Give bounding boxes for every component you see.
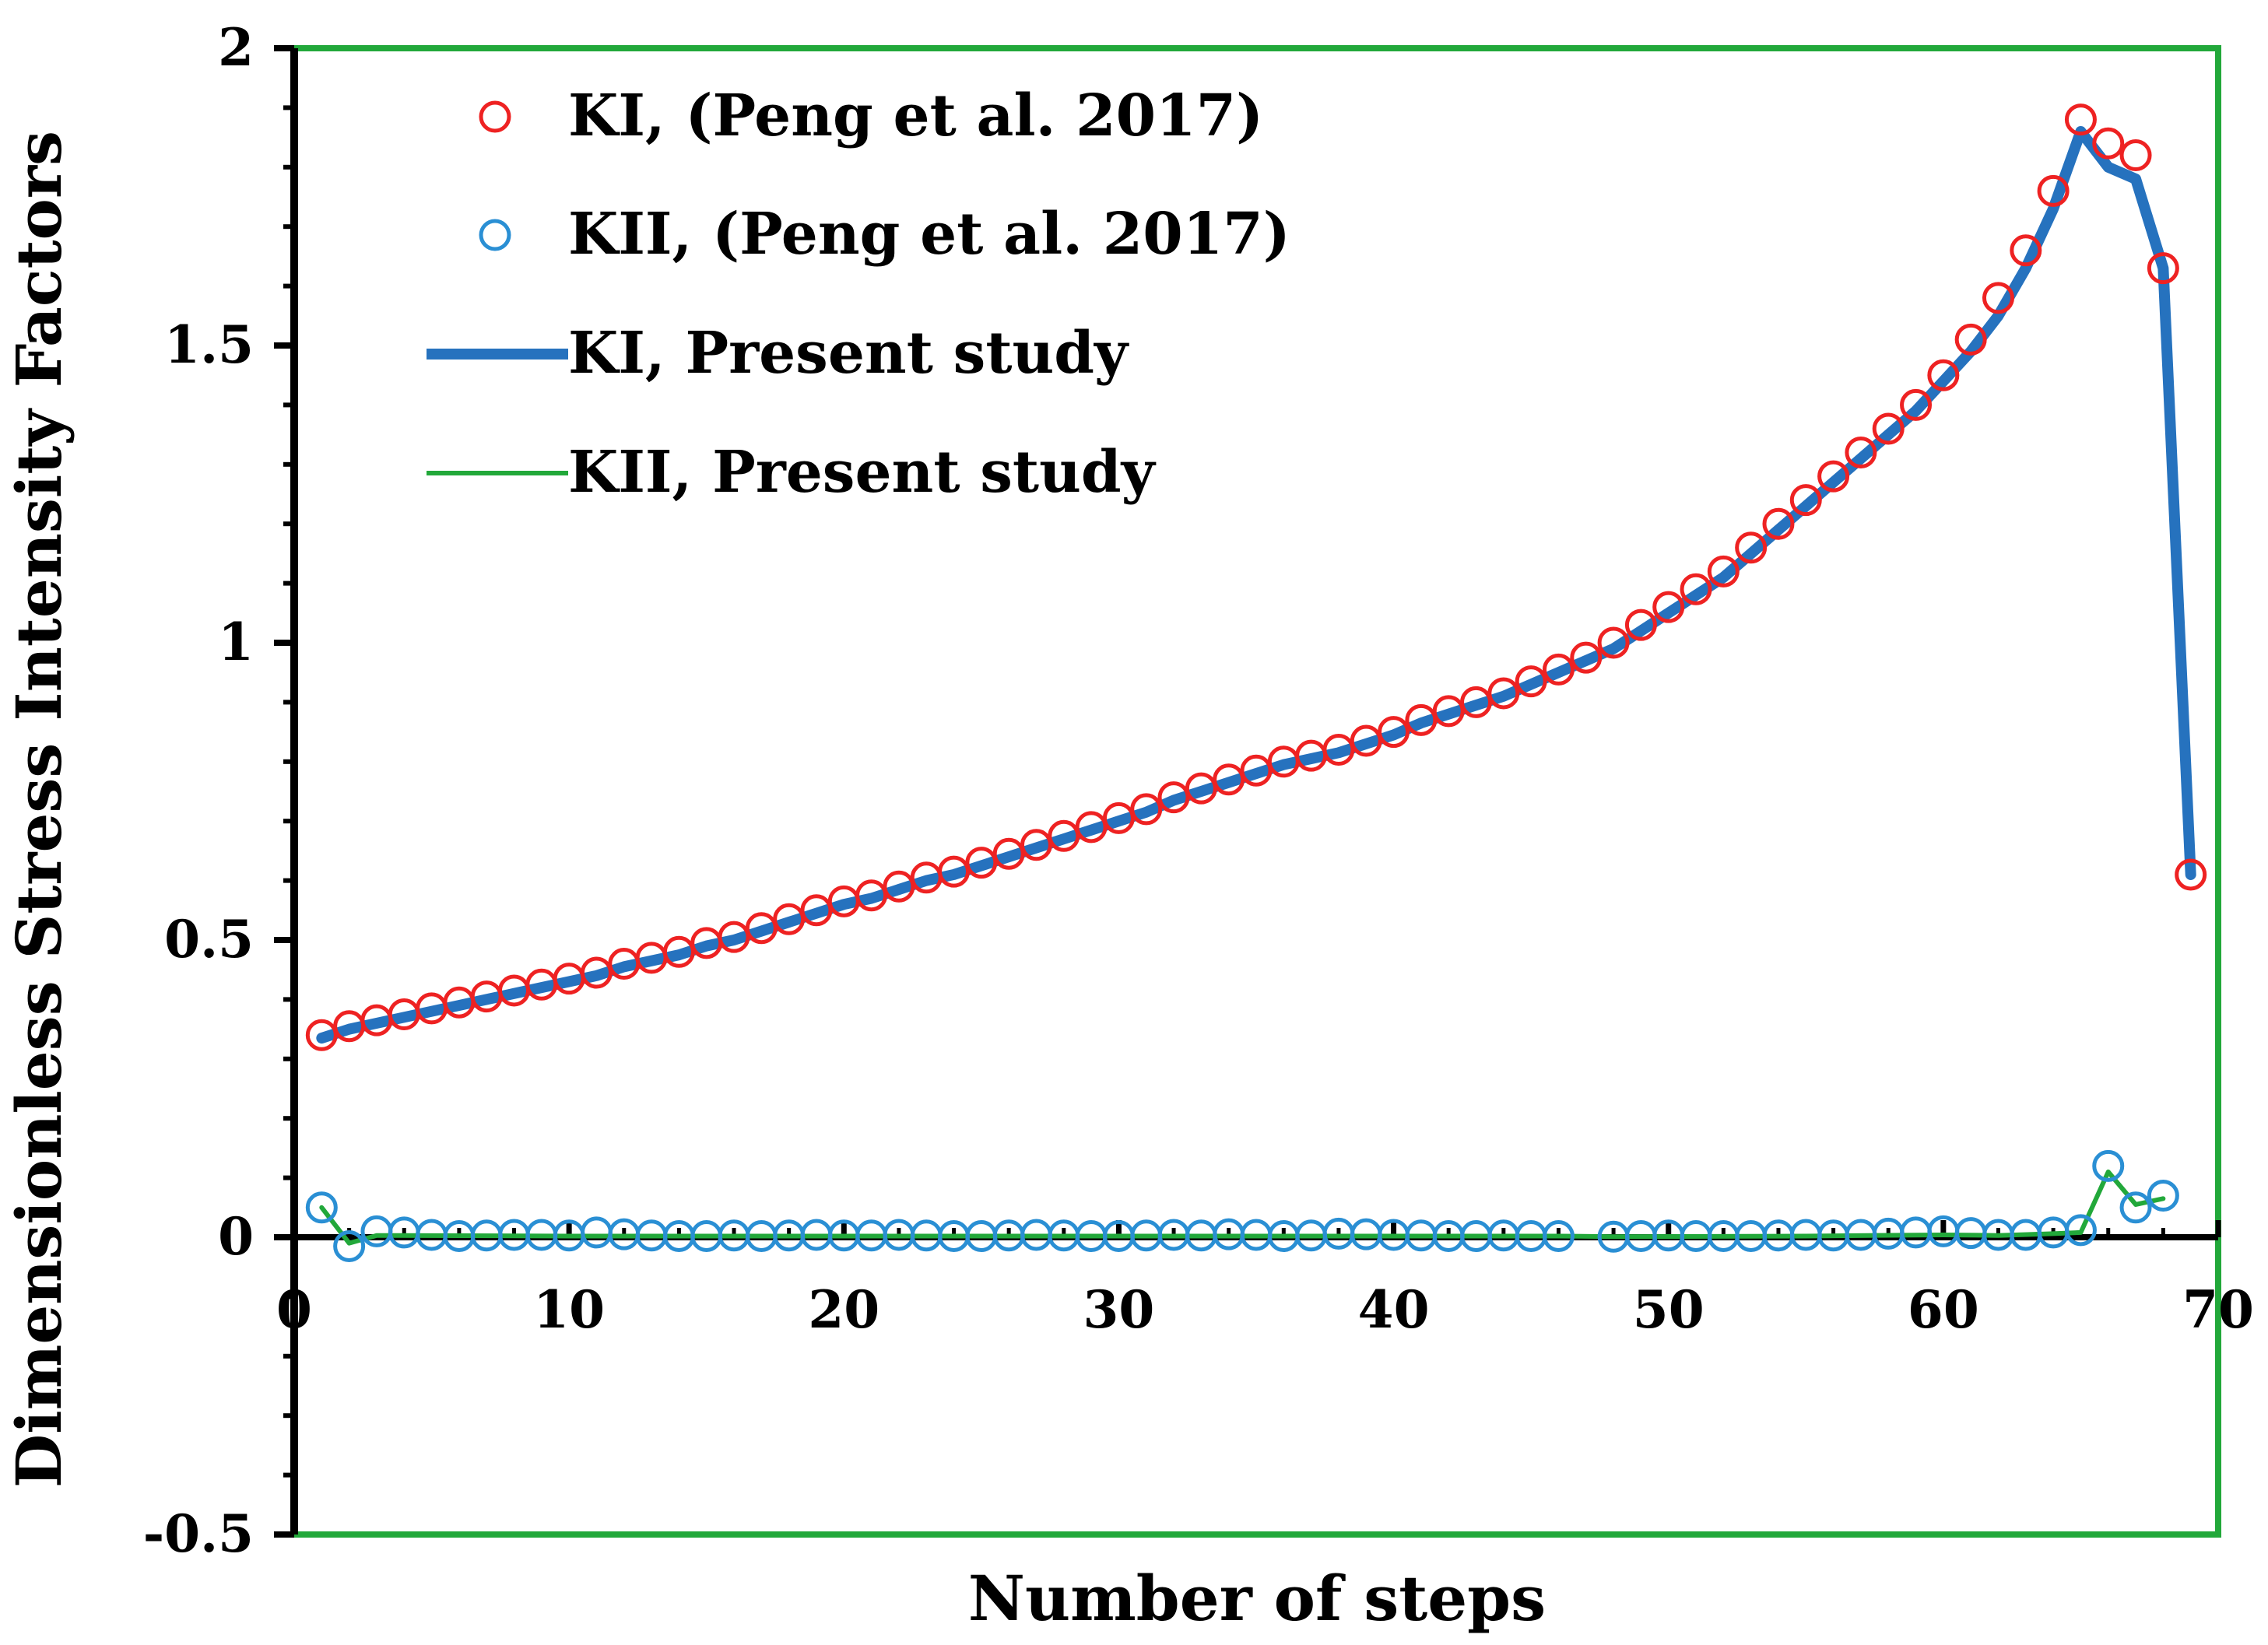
data-point [1075, 811, 1108, 844]
data-point [1762, 507, 1795, 540]
data-point [718, 921, 750, 953]
data-point [1680, 573, 1712, 605]
data-point [1102, 801, 1135, 834]
data-point [1322, 734, 1355, 766]
data-point [580, 956, 613, 989]
data-point [2147, 1180, 2179, 1212]
y-tick-label: 0.5 [164, 909, 254, 970]
data-point [1900, 388, 1933, 421]
legend-label-ki-present: KI, Present study [568, 320, 1129, 387]
data-point [1872, 412, 1905, 445]
data-point [1185, 772, 1217, 805]
data-point [773, 903, 806, 935]
series-layer [305, 103, 2207, 1262]
data-point [333, 1229, 366, 1262]
data-point [1789, 484, 1822, 517]
x-tick-label: 10 [533, 1279, 605, 1340]
series-line [319, 1169, 2166, 1246]
series-1 [305, 103, 2207, 1051]
data-point [745, 912, 778, 945]
legend-label-kii-present: KII, Present study [568, 439, 1157, 506]
x-tick-label: 60 [1908, 1279, 1979, 1340]
data-point [1460, 686, 1493, 718]
y-tick-label: 1 [218, 612, 254, 672]
data-point [1432, 695, 1465, 728]
data-point [965, 847, 998, 879]
data-point [1927, 359, 1960, 391]
y-tick-label: 1.5 [164, 314, 254, 375]
legend: KI, (Peng et al. 2017) KII, (Peng et al.… [427, 82, 1290, 506]
data-point [1020, 829, 1052, 861]
data-point [1570, 641, 1603, 674]
data-point [1515, 665, 1547, 698]
data-point [2119, 139, 2152, 172]
data-point [800, 894, 833, 927]
data-point [1707, 555, 1740, 588]
x-tick-label: 40 [1358, 1279, 1430, 1340]
data-point [580, 1216, 613, 1249]
series-line [316, 125, 2196, 1044]
data-point [883, 870, 915, 903]
x-tick-label: 50 [1633, 1279, 1705, 1340]
data-point [2037, 174, 2070, 207]
series-2 [305, 1149, 2179, 1262]
data-point [992, 837, 1025, 870]
series-4 [319, 1169, 2166, 1246]
x-tick-label: 70 [2182, 1279, 2254, 1340]
data-point [1542, 653, 1575, 686]
data-point [1652, 591, 1685, 623]
data-point [1982, 282, 2014, 314]
data-point [1048, 819, 1080, 852]
data-point [2064, 103, 2097, 136]
y-ticks: -0.5 0 0.5 1 1.5 2 [143, 17, 294, 1564]
data-point [2092, 127, 2125, 160]
data-point [1213, 763, 1245, 796]
y-tick-label: 0 [218, 1206, 254, 1267]
data-point [855, 879, 888, 912]
y-axis-title: Dimensionless Stress Intensity Factors [2, 131, 75, 1488]
data-point [1817, 460, 1850, 493]
data-point [1130, 793, 1163, 826]
data-point [2147, 252, 2179, 285]
data-point [1487, 677, 1520, 710]
data-point [360, 1215, 393, 1247]
x-tick-label: 0 [276, 1279, 312, 1340]
x-tick-label: 20 [808, 1279, 879, 1340]
data-point [1378, 716, 1410, 749]
data-point [305, 1019, 338, 1051]
legend-label-ki-ref: KI, (Peng et al. 2017) [568, 82, 1263, 149]
legend-marker-kii-ref [479, 219, 511, 251]
data-point [2175, 858, 2207, 891]
y-tick-label: -0.5 [143, 1503, 254, 1564]
data-point [1405, 703, 1438, 736]
legend-label-kii-ref: KII, (Peng et al. 2017) [568, 201, 1290, 268]
data-point [1542, 1219, 1575, 1252]
data-point [1735, 531, 1768, 564]
data-point [1845, 437, 1877, 469]
data-point [305, 1191, 338, 1224]
data-point [1157, 781, 1190, 814]
data-point [1597, 626, 1630, 659]
x-tick-label: 30 [1083, 1279, 1154, 1340]
data-point [1240, 754, 1273, 787]
legend-marker-ki-ref [479, 100, 511, 133]
data-point [2064, 1214, 2097, 1247]
data-point [938, 855, 971, 888]
data-point [1350, 724, 1382, 757]
data-point [662, 935, 695, 968]
data-point [1900, 1216, 1933, 1249]
y-tick-label: 2 [218, 17, 254, 78]
data-point [2092, 1149, 2125, 1182]
data-point [1954, 323, 1987, 356]
data-point [2119, 1191, 2152, 1224]
data-point [2010, 234, 2042, 267]
x-axis-title: Number of steps [968, 1562, 1546, 1635]
series-3 [316, 125, 2196, 1044]
data-point [1624, 609, 1657, 641]
